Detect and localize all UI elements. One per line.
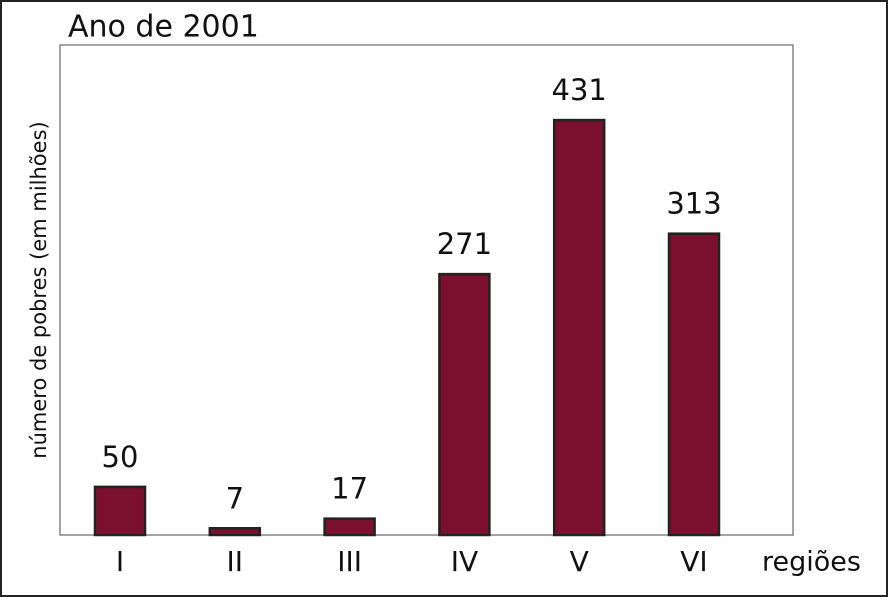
data-label: 431 <box>552 73 607 107</box>
plot-area <box>59 44 794 536</box>
data-label: 313 <box>666 187 721 221</box>
data-label: 7 <box>226 481 244 515</box>
data-label: 271 <box>437 227 492 261</box>
x-tick-label: III <box>337 545 362 578</box>
x-tick-label: VI <box>680 545 707 578</box>
x-tick-label: IV <box>451 545 478 578</box>
bar <box>438 272 491 537</box>
x-tick-label: V <box>570 545 589 578</box>
bar <box>208 527 262 537</box>
x-tick-label: I <box>116 545 124 578</box>
data-label: 17 <box>331 472 368 506</box>
bar <box>552 118 606 537</box>
bar <box>667 232 721 537</box>
data-label: 50 <box>102 440 139 474</box>
x-axis-label: regiões <box>762 547 861 578</box>
x-tick-label: II <box>227 545 244 578</box>
y-axis-label: número de pobres (em milhões) <box>27 121 51 458</box>
chart-title: Ano de 2001 <box>68 10 259 45</box>
bar <box>323 517 376 537</box>
bar <box>93 485 147 537</box>
